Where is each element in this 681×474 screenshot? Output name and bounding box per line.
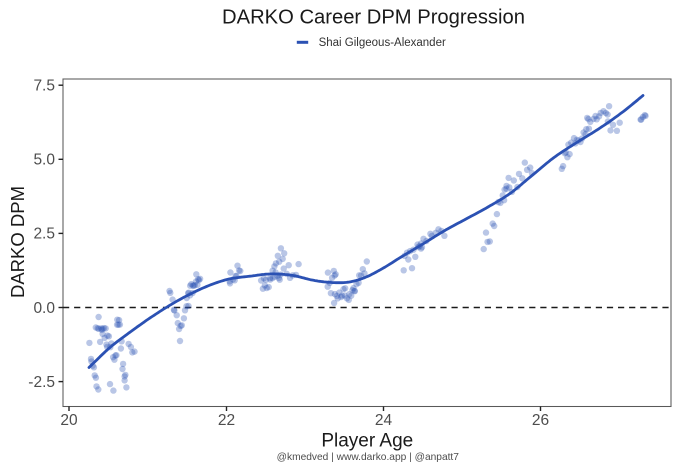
svg-text:26: 26 bbox=[532, 412, 549, 429]
svg-text:Player Age: Player Age bbox=[321, 431, 413, 452]
svg-text:Shai Gilgeous-Alexander: Shai Gilgeous-Alexander bbox=[319, 37, 446, 49]
svg-text:DARKO DPM: DARKO DPM bbox=[7, 186, 28, 298]
svg-text:5.0: 5.0 bbox=[33, 152, 55, 169]
svg-text:-2.5: -2.5 bbox=[28, 374, 55, 391]
svg-text:2.5: 2.5 bbox=[33, 226, 55, 243]
svg-text:7.5: 7.5 bbox=[33, 78, 55, 95]
svg-text:DARKO Career DPM Progression: DARKO Career DPM Progression bbox=[222, 7, 525, 29]
svg-text:24: 24 bbox=[375, 412, 393, 429]
svg-text:22: 22 bbox=[218, 412, 235, 429]
svg-text:20: 20 bbox=[60, 412, 78, 429]
svg-text:@kmedved | www.darko.app | @an: @kmedved | www.darko.app | @anpatt7 bbox=[277, 452, 460, 463]
svg-text:0.0: 0.0 bbox=[33, 300, 55, 317]
